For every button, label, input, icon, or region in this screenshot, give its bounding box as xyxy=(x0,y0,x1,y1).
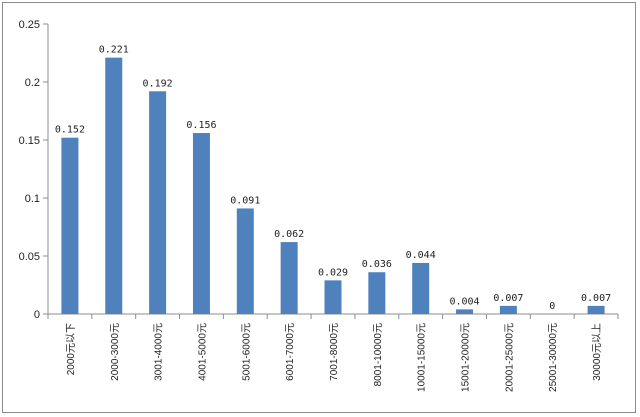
data-label: 0.036 xyxy=(362,259,392,270)
data-label: 0.004 xyxy=(449,296,479,307)
bar xyxy=(587,305,605,314)
data-label: 0 xyxy=(549,301,555,312)
data-label: 0.062 xyxy=(274,229,304,240)
bar xyxy=(499,305,517,314)
bar xyxy=(280,242,298,314)
data-label: 0.192 xyxy=(143,78,173,89)
x-tick-label: 6001-7000元 xyxy=(285,323,296,381)
y-tick-label: 0.2 xyxy=(25,77,40,89)
bar xyxy=(61,137,79,314)
x-tick-label: 4001-5000元 xyxy=(197,323,208,381)
data-label: 0.007 xyxy=(493,293,523,304)
y-tick-label: 0.25 xyxy=(19,19,40,31)
bar xyxy=(149,91,167,314)
bar xyxy=(192,133,210,314)
x-tick-label: 15001-20000元 xyxy=(461,323,472,392)
y-tick-label: 0.05 xyxy=(19,251,40,263)
data-label: 0.091 xyxy=(230,195,260,206)
data-label: 0.007 xyxy=(581,293,611,304)
x-tick-label: 25001-30000元 xyxy=(548,323,559,392)
x-tick-label: 3001-4000元 xyxy=(154,323,165,381)
data-label: 0.156 xyxy=(186,120,216,131)
bar xyxy=(324,280,342,314)
x-tick-label: 20001-25000元 xyxy=(504,323,515,392)
x-tick-label: 2000-3000元 xyxy=(110,323,121,381)
bar xyxy=(236,208,254,314)
y-tick-label: 0.1 xyxy=(25,193,40,205)
bar xyxy=(456,309,474,314)
y-tick-label: 0 xyxy=(34,309,40,321)
y-tick-label: 0.15 xyxy=(19,135,40,147)
bar xyxy=(368,272,386,314)
data-label: 0.221 xyxy=(99,45,129,56)
data-label: 0.029 xyxy=(318,267,348,278)
x-tick-label: 2000元以下 xyxy=(66,323,77,375)
x-tick-label: 30000元以上 xyxy=(591,323,603,381)
data-label: 0.044 xyxy=(406,250,436,261)
x-tick-label: 5001-6000元 xyxy=(241,323,252,381)
bar xyxy=(412,262,430,314)
x-tick-label: 7001-8000元 xyxy=(329,323,340,381)
bar xyxy=(105,57,123,314)
data-label: 0.152 xyxy=(55,125,85,136)
x-tick-label: 8001-10000元 xyxy=(373,323,384,386)
x-tick-label: 10001-15000元 xyxy=(417,323,428,392)
